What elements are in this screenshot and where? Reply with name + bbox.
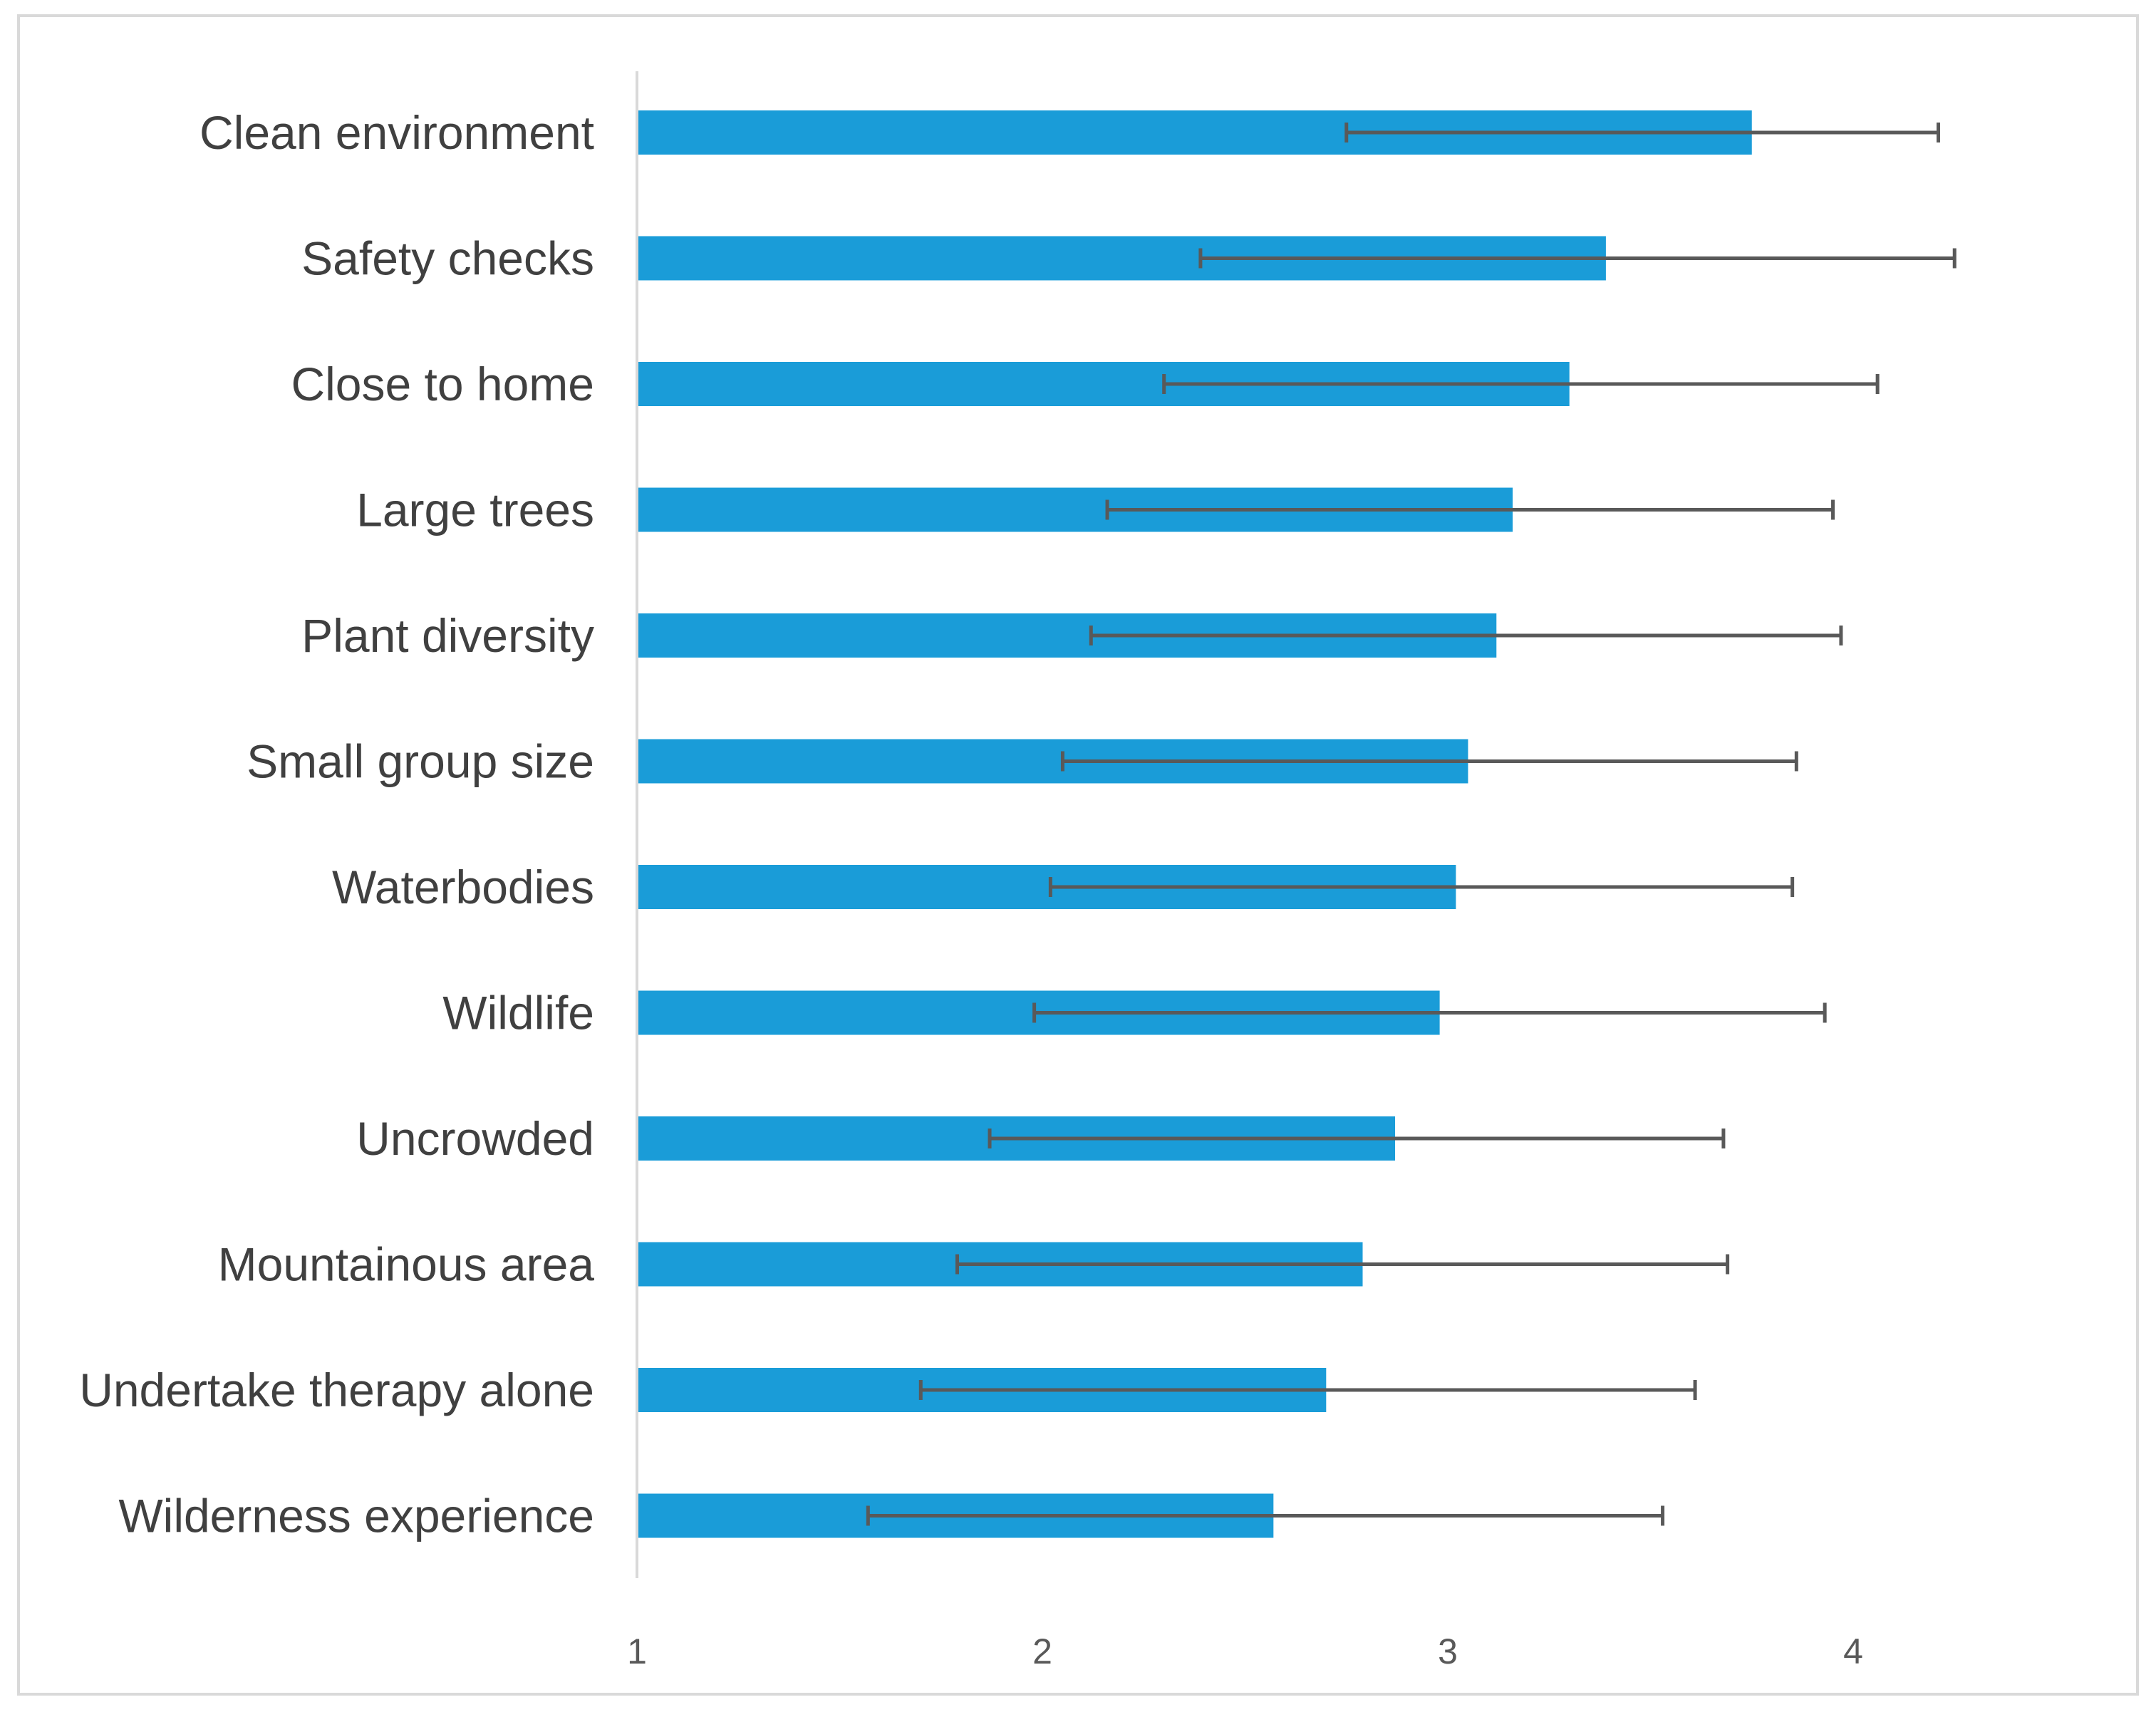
x-tick-label-3: 3 [1438,1631,1458,1671]
x-tick-label-4: 4 [1843,1631,1863,1671]
category-label-waterbodies: Waterbodies [332,861,594,913]
category-label-undertake-therapy-alone: Undertake therapy alone [79,1364,594,1416]
category-label-wilderness-experience: Wilderness experience [118,1490,594,1542]
category-label-uncrowded: Uncrowded [356,1112,594,1165]
x-tick-labels: 1 2 3 4 [627,1631,1863,1671]
error-bar-large-trees [1105,499,1835,520]
error-bar-wildlife [1032,1002,1827,1023]
x-tick-label-2: 2 [1032,1631,1052,1671]
category-label-safety-checks: Safety checks [301,232,594,285]
error-bar-clean-environment [1344,123,1940,142]
error-bar-mountainous-area [955,1254,1730,1275]
category-label-close-to-home: Close to home [291,358,594,410]
error-bar-uncrowded [988,1129,1726,1148]
error-bar-waterbodies [1048,877,1795,897]
error-bar-small-group-size [1060,751,1798,772]
error-bar-undertake-therapy-alone [918,1380,1697,1400]
error-bar-close-to-home [1162,374,1880,394]
category-label-large-trees: Large trees [356,484,594,536]
error-bar-wilderness-experience [866,1505,1665,1526]
bars-layer [637,110,1752,1538]
error-bar-safety-checks [1198,248,1957,269]
error-bars-layer [866,123,1957,1526]
error-bar-plant-diversity [1089,626,1843,645]
category-labels: Clean environment Safety checks Close to h… [79,106,594,1542]
category-label-clean-environment: Clean environment [199,106,594,159]
chart-frame [17,14,2139,1696]
category-label-wildlife: Wildlife [442,987,594,1039]
category-label-small-group-size: Small group size [247,735,594,788]
category-label-mountainous-area: Mountainous area [218,1238,595,1291]
x-tick-label-1: 1 [627,1631,647,1671]
category-label-plant-diversity: Plant diversity [301,609,594,662]
